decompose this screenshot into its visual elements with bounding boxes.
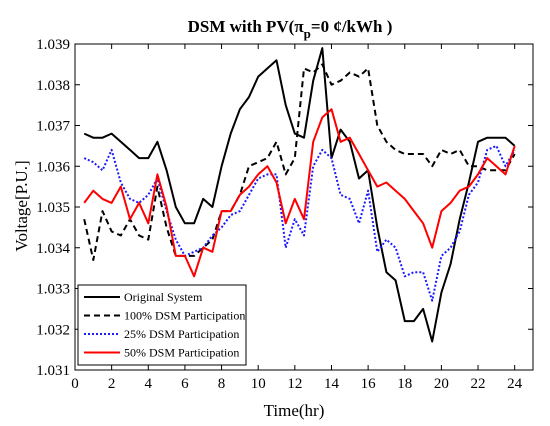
series-line-2 [83, 63, 516, 261]
y-tick-label: 1.034 [36, 241, 70, 257]
x-tick-label: 12 [287, 376, 302, 392]
x-tick-label: 0 [71, 376, 79, 392]
y-tick-label: 1.036 [36, 159, 70, 175]
legend-label-4: 50% DSM Participation [124, 346, 239, 360]
legend-label-3: 25% DSM Participation [124, 327, 239, 341]
y-tick-label: 1.038 [36, 78, 70, 94]
x-tick-label: 2 [108, 376, 116, 392]
x-tick-label: 14 [324, 376, 340, 392]
plot-area: 0 2 4 6 8 10 12 14 16 18 20 22 241.0311.0321.0331.03… [36, 37, 534, 392]
y-tick-label: 1.031 [36, 363, 70, 379]
legend-label-1: Original System [124, 290, 203, 304]
y-tick-label: 1.033 [36, 282, 70, 298]
title-suffix: =0 ¢/kWh ) [311, 17, 392, 36]
title-subscript: p [304, 26, 311, 41]
x-tick-label: 24 [507, 376, 523, 392]
x-tick-label: 4 [145, 376, 153, 392]
x-tick-label: 20 [434, 376, 449, 392]
y-tick-label: 1.035 [36, 200, 70, 216]
series-line-3 [83, 144, 516, 302]
x-tick-label: 8 [218, 376, 226, 392]
y-axis-label: Voltage[P.U.] [12, 160, 31, 251]
y-tick-label: 1.037 [36, 119, 70, 135]
chart-title: DSM with PV(πp=0 ¢/kWh ) [188, 17, 393, 41]
series-line-4 [83, 108, 516, 278]
y-tick-label: 1.032 [36, 322, 70, 338]
title-prefix: DSM with PV(π [188, 17, 305, 36]
x-tick-label: 6 [181, 376, 189, 392]
x-tick-label: 16 [361, 376, 377, 392]
x-tick-label: 18 [397, 376, 412, 392]
x-tick-label: 10 [251, 376, 266, 392]
x-tick-label: 22 [471, 376, 486, 392]
series-line-1 [83, 47, 516, 343]
x-axis-label: Time(hr) [264, 401, 325, 420]
legend-label-2: 100% DSM Participation [124, 309, 245, 323]
y-tick-label: 1.039 [36, 37, 70, 53]
